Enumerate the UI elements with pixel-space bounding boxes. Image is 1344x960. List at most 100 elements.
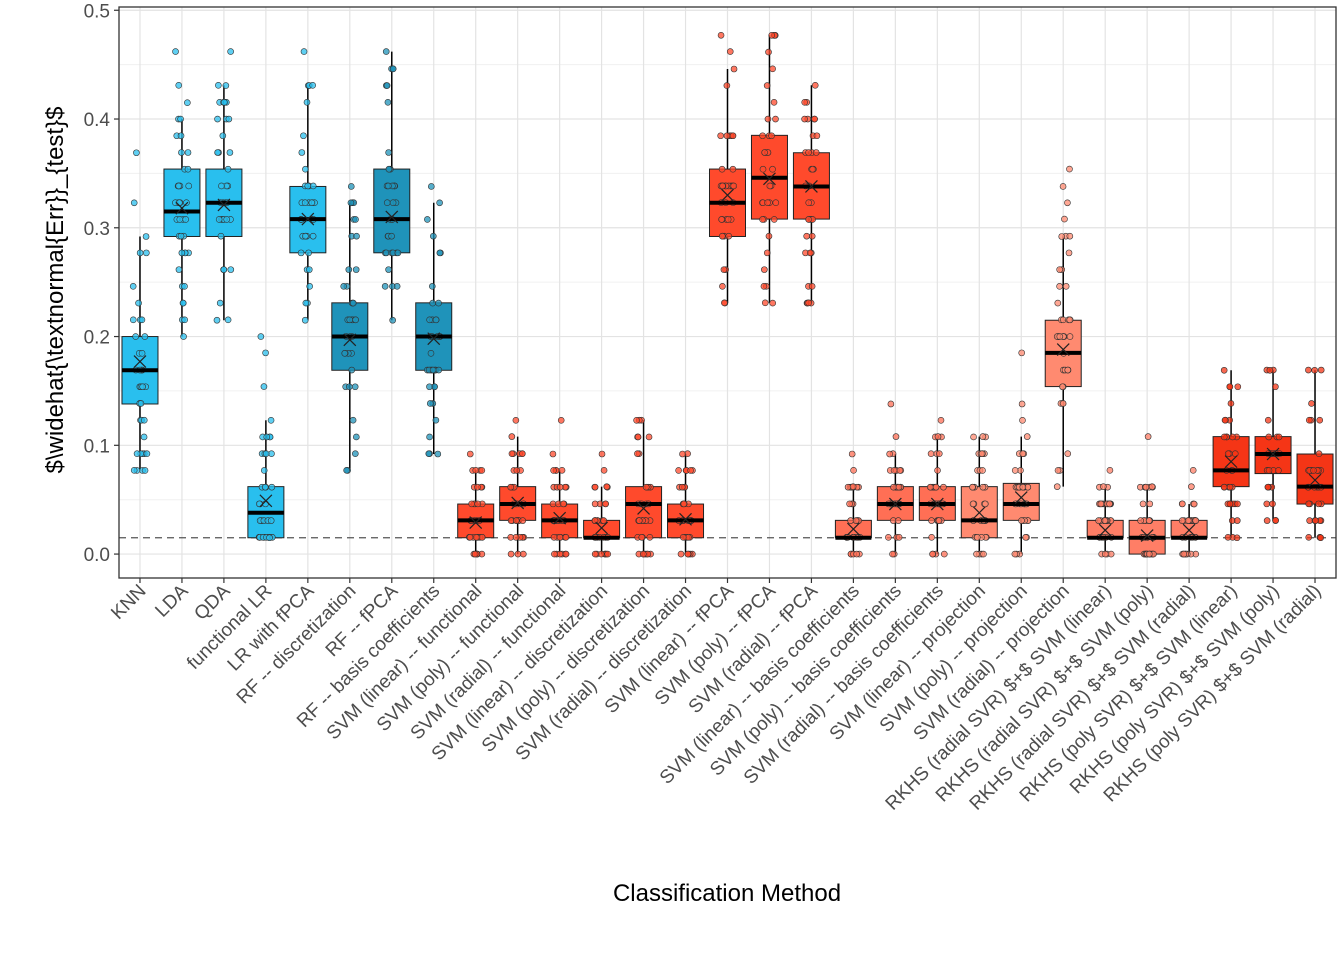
data-point: [1269, 500, 1276, 508]
data-point: [979, 433, 987, 440]
data-point: [138, 349, 146, 357]
data-point: [679, 534, 687, 541]
mean-marker: [1140, 529, 1154, 543]
data-point: [266, 534, 273, 542]
data-point: [224, 316, 232, 324]
data-point: [808, 232, 816, 240]
data-point: [308, 199, 316, 206]
data-point: [184, 149, 192, 156]
mean-marker: [846, 522, 860, 536]
data-point: [764, 199, 771, 206]
data-point: [721, 299, 728, 307]
data-point: [429, 283, 436, 290]
data-point: [720, 266, 728, 273]
data-point: [184, 99, 191, 107]
data-point: [181, 283, 188, 290]
data-point: [1064, 199, 1071, 207]
data-point: [675, 467, 682, 474]
data-point: [640, 550, 647, 558]
data-point: [1100, 483, 1107, 490]
mean-marker: [721, 188, 734, 202]
data-point: [719, 232, 726, 240]
box-group-0: [121, 149, 159, 474]
data-point: [730, 65, 738, 73]
mean-marker: [385, 210, 399, 224]
data-point: [347, 199, 355, 207]
data-point: [176, 216, 184, 223]
mean-marker: [1014, 491, 1028, 504]
data-point: [591, 500, 599, 508]
data-point: [302, 232, 309, 240]
data-point: [718, 165, 726, 173]
x-axis-title: Classification Method: [613, 880, 841, 907]
box-group-4: [289, 48, 327, 324]
data-point: [645, 433, 653, 441]
data-point: [723, 82, 731, 89]
data-point: [478, 467, 486, 474]
data-point: [729, 132, 737, 140]
data-point: [141, 333, 149, 340]
data-point: [1224, 534, 1232, 541]
data-point: [811, 115, 818, 123]
data-point: [809, 165, 816, 173]
data-point: [261, 483, 269, 491]
data-point: [216, 299, 224, 307]
data-point: [1220, 366, 1228, 374]
box-series: [121, 31, 1334, 558]
data-point: [1233, 517, 1241, 524]
box-group-10: [541, 416, 579, 558]
data-point: [1224, 450, 1232, 457]
box: [373, 168, 411, 254]
data-point: [717, 31, 725, 39]
data-point: [549, 450, 557, 458]
data-point: [426, 316, 433, 324]
data-point: [142, 233, 150, 240]
mean-marker: [1098, 523, 1112, 537]
data-point: [430, 232, 437, 240]
data-point: [133, 450, 141, 457]
x-tick-label: KNN: [107, 581, 150, 624]
data-point: [935, 450, 943, 457]
data-point: [1220, 433, 1228, 441]
data-point: [1142, 483, 1150, 491]
data-point: [383, 249, 390, 257]
mean-marker: [175, 201, 189, 215]
data-point: [432, 416, 440, 424]
data-point: [801, 115, 808, 123]
data-point: [514, 550, 522, 558]
data-point: [935, 517, 943, 524]
data-point: [895, 534, 903, 541]
box-group-8: [457, 450, 495, 558]
data-point: [1189, 467, 1197, 474]
data-point: [927, 483, 934, 491]
data-point: [937, 416, 945, 424]
data-point: [140, 433, 148, 441]
data-point: [726, 48, 734, 55]
data-point: [178, 249, 186, 257]
box-group-2: [205, 48, 243, 324]
data-point: [352, 450, 359, 457]
data-point: [1190, 500, 1198, 508]
data-point: [129, 316, 137, 324]
data-point: [177, 115, 184, 123]
data-point: [719, 182, 726, 190]
data-point: [634, 450, 641, 457]
data-point: [1310, 467, 1317, 474]
data-point: [305, 266, 313, 273]
y-axis-title: $\widehat{\textnormal{Err}}_{test}$: [42, 107, 69, 474]
data-point: [172, 48, 179, 55]
data-point: [1064, 366, 1072, 374]
data-point: [466, 534, 474, 541]
data-point: [759, 165, 767, 173]
data-point: [466, 450, 474, 458]
data-point: [970, 433, 977, 441]
data-point: [600, 517, 608, 524]
data-point: [1059, 400, 1067, 407]
data-point: [805, 216, 812, 223]
data-point: [341, 349, 349, 357]
data-point: [1064, 450, 1072, 457]
data-point: [1315, 450, 1323, 457]
data-point: [1145, 550, 1153, 558]
data-point: [218, 182, 225, 190]
data-point: [1059, 183, 1067, 190]
